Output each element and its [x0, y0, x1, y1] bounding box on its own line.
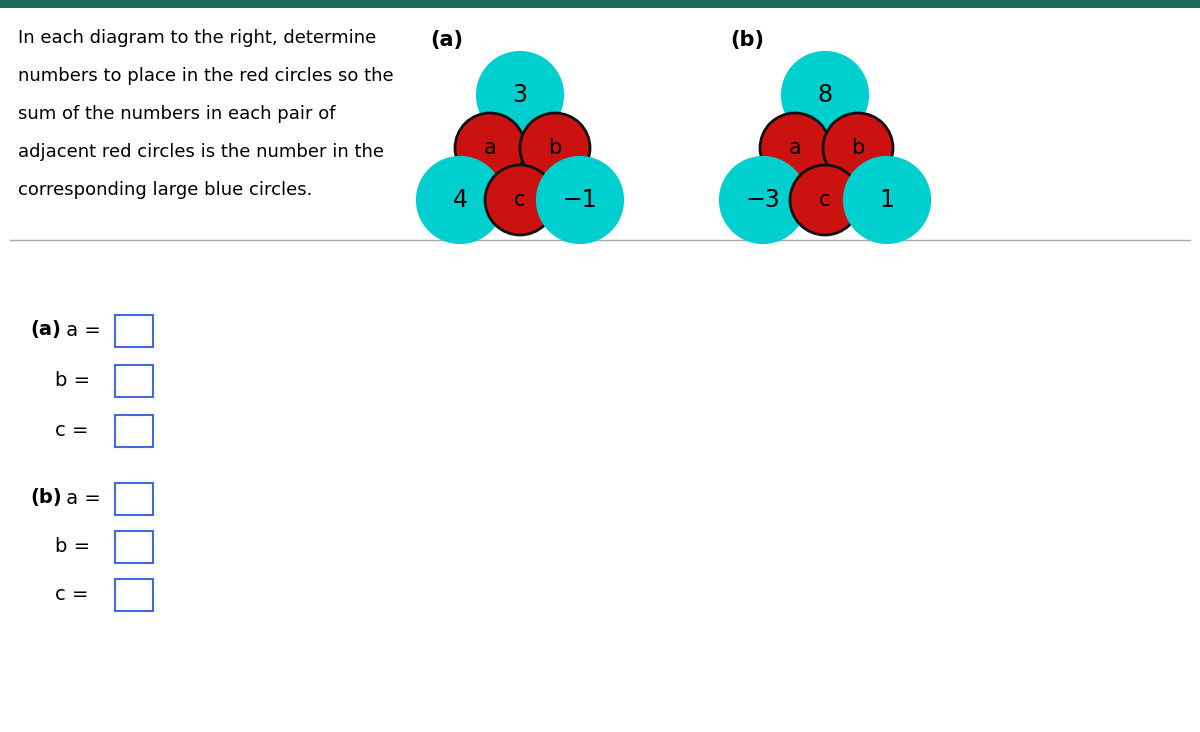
Bar	[0, 0, 1200, 8]
Circle shape	[845, 158, 929, 242]
Circle shape	[455, 113, 526, 183]
Bar	[115, 365, 154, 397]
Text: sum of the numbers in each pair of: sum of the numbers in each pair of	[18, 105, 336, 123]
Text: a: a	[788, 138, 802, 158]
Circle shape	[823, 113, 893, 183]
Circle shape	[784, 53, 866, 137]
Circle shape	[418, 158, 502, 242]
Text: a: a	[484, 138, 497, 158]
Circle shape	[538, 158, 622, 242]
Circle shape	[485, 165, 554, 235]
Text: −1: −1	[563, 188, 598, 212]
Circle shape	[760, 113, 830, 183]
Text: adjacent red circles is the number in the: adjacent red circles is the number in th…	[18, 143, 384, 161]
Text: 1: 1	[880, 188, 894, 212]
Text: −3: −3	[745, 188, 780, 212]
Text: b: b	[548, 138, 562, 158]
Text: c: c	[820, 190, 830, 210]
Bar	[115, 315, 154, 347]
Text: 3: 3	[512, 83, 528, 107]
Text: c =: c =	[55, 584, 89, 603]
Text: a =: a =	[60, 321, 101, 340]
Text: b =: b =	[55, 370, 90, 389]
Text: c =: c =	[55, 420, 89, 439]
Text: (b): (b)	[730, 30, 764, 50]
Text: (b): (b)	[30, 488, 61, 507]
Text: b: b	[851, 138, 865, 158]
Circle shape	[478, 53, 562, 137]
Text: 4: 4	[452, 188, 468, 212]
Text: 8: 8	[817, 83, 833, 107]
Text: In each diagram to the right, determine: In each diagram to the right, determine	[18, 29, 377, 47]
Text: a =: a =	[60, 488, 101, 507]
Circle shape	[520, 113, 590, 183]
Text: numbers to place in the red circles so the: numbers to place in the red circles so t…	[18, 67, 394, 85]
Text: b =: b =	[55, 537, 90, 556]
Bar	[115, 579, 154, 611]
Bar	[115, 531, 154, 563]
Text: corresponding large blue circles.: corresponding large blue circles.	[18, 181, 312, 199]
Text: c: c	[515, 190, 526, 210]
Bar	[115, 415, 154, 447]
Bar	[115, 483, 154, 515]
Circle shape	[790, 165, 860, 235]
Circle shape	[721, 158, 805, 242]
Text: (a): (a)	[30, 321, 61, 340]
Text: (a): (a)	[430, 30, 463, 50]
